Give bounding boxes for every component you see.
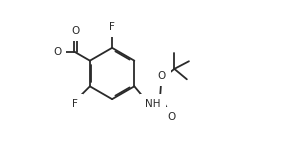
Text: O: O	[53, 47, 61, 57]
Text: F: F	[109, 22, 115, 32]
Text: O: O	[71, 26, 79, 36]
Text: O: O	[168, 112, 176, 122]
Text: O: O	[157, 71, 165, 81]
Text: NH: NH	[145, 99, 160, 109]
Text: F: F	[71, 99, 77, 109]
